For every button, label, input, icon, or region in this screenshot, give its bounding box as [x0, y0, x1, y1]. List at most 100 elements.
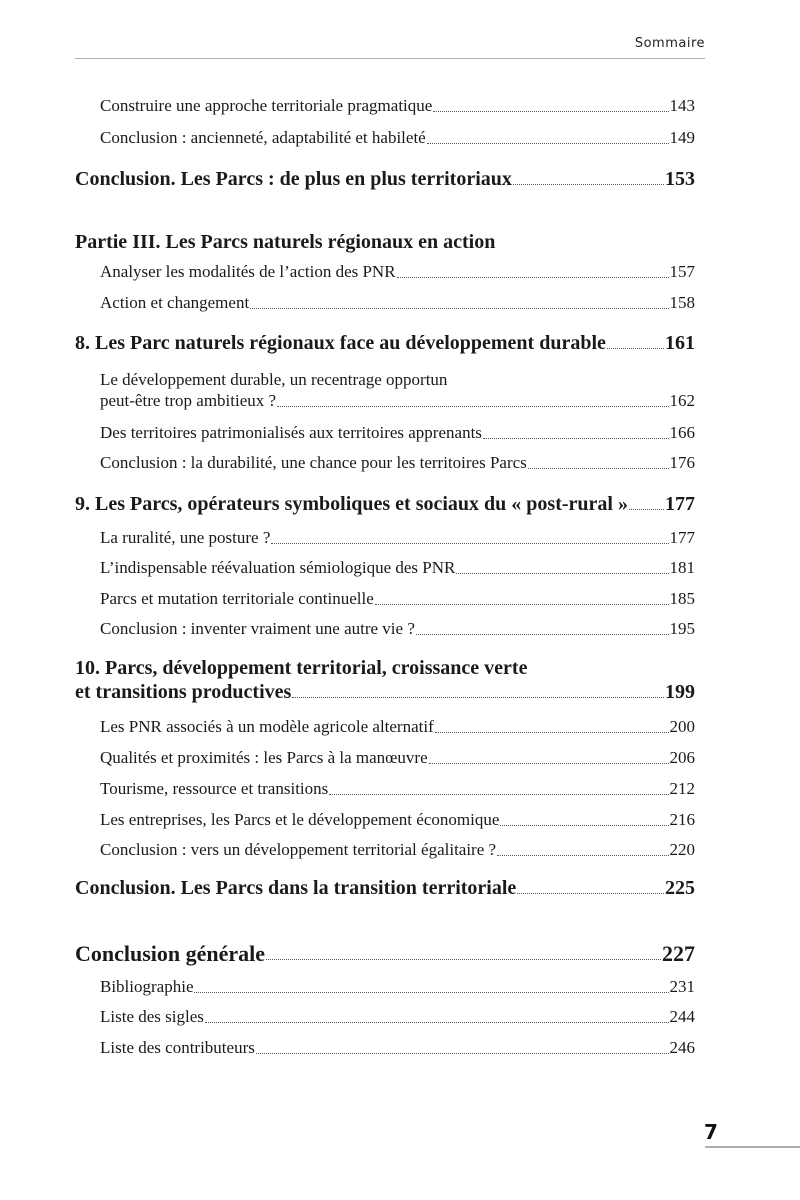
toc-entry[interactable]: La ruralité, une posture ? 177 [100, 525, 695, 551]
dot-leader [255, 1053, 669, 1054]
toc-page-number: 200 [669, 717, 696, 736]
toc-entry-first-line: Le développement durable, un recentrage … [100, 370, 448, 389]
dot-leader [500, 825, 669, 826]
toc-entry[interactable]: Conclusion : inventer vraiment une autre… [100, 616, 695, 642]
toc-entry[interactable]: Conclusion. Les Parcs dans la transition… [75, 875, 695, 901]
toc-page-number: 225 [665, 877, 695, 899]
toc-page-number: 231 [669, 977, 696, 996]
toc-entry-label: Liste des contributeurs [100, 1038, 255, 1057]
toc-entry-label: Conclusion : inventer vraiment une autre… [100, 619, 415, 638]
toc-entry[interactable]: Liste des contributeurs 246 [100, 1035, 695, 1061]
toc-page-number: 220 [669, 840, 696, 859]
dot-leader [415, 634, 669, 635]
toc-entry[interactable]: Conclusion : ancienneté, adaptabilité et… [100, 125, 695, 151]
toc-entry-label: Les entreprises, les Parcs et le dévelop… [100, 810, 500, 829]
toc-page-number: 143 [669, 96, 696, 115]
toc-page-number: 195 [669, 619, 696, 638]
toc-entry[interactable]: Conclusion : la durabilité, une chance p… [100, 450, 695, 476]
dot-leader [517, 893, 664, 894]
toc-page-number: 212 [669, 779, 696, 798]
dot-leader [194, 992, 669, 993]
toc-page-number: 244 [669, 1007, 696, 1026]
toc-entry[interactable]: Liste des sigles 244 [100, 1004, 695, 1030]
toc-entry-label: Liste des sigles [100, 1007, 204, 1026]
toc-entry[interactable]: Bibliographie 231 [100, 974, 695, 1000]
dot-leader [428, 763, 669, 764]
toc-page-number: 158 [669, 293, 696, 312]
footer-rule [705, 1146, 800, 1148]
dot-leader [426, 143, 669, 144]
toc-entry[interactable]: Conclusion : vers un développement terri… [100, 837, 695, 863]
toc-page-number: 177 [665, 493, 695, 515]
toc-page-number: 181 [669, 558, 696, 577]
toc-entry[interactable]: Conclusion. Les Parcs : de plus en plus … [75, 166, 695, 192]
toc-page-number: 157 [669, 262, 696, 281]
dot-leader [527, 468, 669, 469]
toc-entry-label: Construire une approche territoriale pra… [100, 96, 433, 115]
dot-leader [482, 438, 669, 439]
dot-leader [456, 573, 669, 574]
dot-leader [250, 308, 669, 309]
toc-entry-label: Conclusion : ancienneté, adaptabilité et… [100, 128, 426, 147]
toc-entry-label: Action et changement [100, 293, 250, 312]
toc-page-number: 177 [669, 528, 696, 547]
toc-page-number: 227 [662, 941, 695, 966]
toc-entry[interactable]: Les PNR associés à un modèle agricole al… [100, 714, 695, 740]
dot-leader [277, 406, 669, 407]
toc-entry[interactable]: Tourisme, ressource et transitions 212 [100, 776, 695, 802]
toc-page-number: 206 [669, 748, 696, 767]
toc-entry-label: Bibliographie [100, 977, 194, 996]
toc-entry[interactable]: 8. Les Parc naturels régionaux face au d… [75, 330, 695, 356]
dot-leader [266, 959, 661, 960]
toc-entry[interactable]: Des territoires patrimonialisés aux terr… [100, 420, 695, 446]
toc-entry-first-line: 10. Parcs, développement territorial, cr… [75, 657, 528, 679]
toc-entry-label: Des territoires patrimonialisés aux terr… [100, 423, 482, 442]
toc-entry-label: Conclusion : la durabilité, une chance p… [100, 453, 527, 472]
dot-leader [204, 1022, 669, 1023]
toc-page-number: 161 [665, 332, 695, 354]
toc-page-number: 153 [665, 168, 695, 190]
toc-entry-label: 8. Les Parc naturels régionaux face au d… [75, 332, 606, 354]
toc-entry[interactable]: Parcs et mutation territoriale continuel… [100, 586, 695, 612]
toc-entry-label: Qualités et proximités : les Parcs à la … [100, 748, 428, 767]
toc-entry[interactable]: Qualités et proximités : les Parcs à la … [100, 745, 695, 771]
toc-entry[interactable]: L’indispensable réévaluation sémiologiqu… [100, 555, 695, 581]
toc-entry[interactable]: 9. Les Parcs, opérateurs symboliques et … [75, 491, 695, 517]
toc-entry[interactable]: Analyser les modalités de l’action des P… [100, 259, 695, 285]
toc-page-number: 162 [669, 391, 696, 410]
toc-entry-label: Parcs et mutation territoriale continuel… [100, 589, 374, 608]
toc-entry[interactable]: Action et changement 158 [100, 290, 695, 316]
header-rule [75, 58, 705, 59]
toc-page-number: 185 [669, 589, 696, 608]
toc-entry-label: peut-être trop ambitieux ? [100, 391, 277, 410]
toc-entry[interactable]: peut-être trop ambitieux ? 162 [100, 388, 695, 414]
toc-entry[interactable]: et transitions productives 199 [75, 679, 695, 705]
dot-leader [497, 855, 669, 856]
toc-entry-label: 9. Les Parcs, opérateurs symboliques et … [75, 493, 628, 515]
toc-entry-label: Conclusion générale [75, 941, 266, 966]
toc-page-number: 216 [669, 810, 696, 829]
toc-page-number: 199 [665, 681, 695, 703]
running-header: Sommaire [634, 36, 705, 51]
toc-page-number: 166 [669, 423, 696, 442]
dot-leader [433, 111, 669, 112]
dot-leader [329, 794, 669, 795]
toc-entry-label: et transitions productives [75, 681, 292, 703]
dot-leader [271, 543, 669, 544]
dot-leader [292, 697, 664, 698]
toc-part-heading[interactable]: Partie III. Les Parcs naturels régionaux… [75, 229, 495, 255]
toc-page-number: 149 [669, 128, 696, 147]
toc-entry[interactable]: Conclusion générale 227 [75, 941, 695, 967]
toc-entry-label: L’indispensable réévaluation sémiologiqu… [100, 558, 456, 577]
dot-leader [374, 604, 669, 605]
toc-entry-label: Partie III. Les Parcs naturels régionaux… [75, 231, 496, 253]
dot-leader [512, 184, 664, 185]
dot-leader [606, 348, 664, 349]
toc-entry[interactable]: Construire une approche territoriale pra… [100, 93, 695, 119]
toc-entry[interactable]: Les entreprises, les Parcs et le dévelop… [100, 807, 695, 833]
toc-entry-label: Conclusion. Les Parcs dans la transition… [75, 877, 517, 899]
toc-entry-label: Conclusion. Les Parcs : de plus en plus … [75, 168, 512, 190]
toc-entry-label: Les PNR associés à un modèle agricole al… [100, 717, 434, 736]
toc-entry-label: Conclusion : vers un développement terri… [100, 840, 497, 859]
page-number: 7 [704, 1120, 718, 1144]
